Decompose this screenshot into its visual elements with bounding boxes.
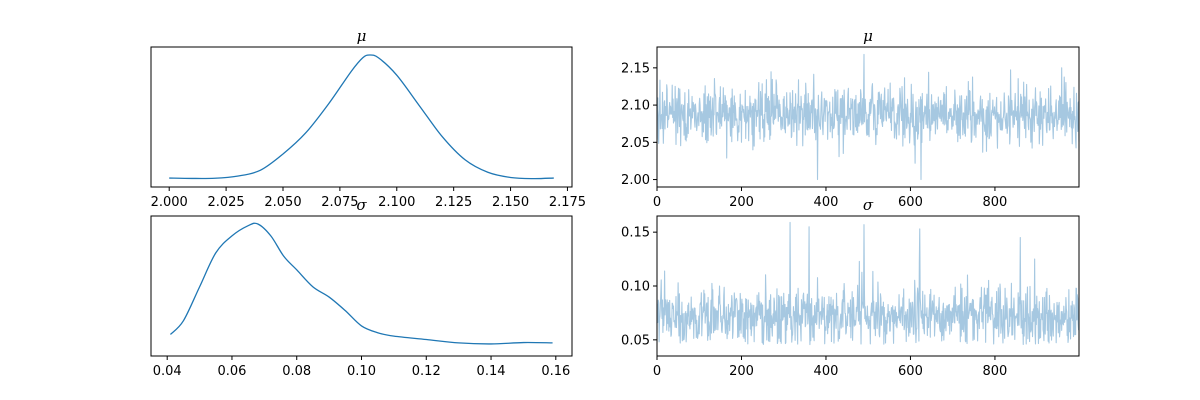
trace-line [656, 53, 1080, 181]
x-tick-label: 0.04 [153, 364, 182, 379]
x-tick-label: 400 [814, 195, 839, 210]
panel-title: σ [863, 196, 874, 214]
panel-title: μ [357, 27, 367, 45]
x-tick-label: 600 [898, 195, 923, 210]
x-tick-label: 0 [653, 364, 661, 379]
x-tick-label: 200 [729, 364, 754, 379]
mu-trace-panel: μ 0 200 400 600 800 2.00 2.05 2.10 2.15 [621, 27, 1080, 210]
x-tick-label: 2.150 [492, 195, 529, 210]
sigma-posterior-density-panel: σ 0.04 0.06 0.08 0.10 0.12 0.14 0.16 [150, 196, 573, 379]
x-tick-label: 2.125 [435, 195, 472, 210]
x-tick-label: 200 [729, 195, 754, 210]
axes-frame [656, 215, 1080, 357]
x-tick-label: 0.16 [541, 364, 570, 379]
x-tick-label: 0.08 [282, 364, 311, 379]
x-tick-label: 0.12 [412, 364, 441, 379]
panel-title: μ [863, 27, 873, 45]
density-curve [169, 54, 554, 180]
axes-frame [150, 215, 573, 357]
sigma-trace-panel: σ 0 200 400 600 800 0.05 0.10 0.15 [621, 196, 1080, 379]
y-tick-label: 0.15 [621, 226, 650, 241]
y-tick-label: 2.05 [621, 136, 650, 151]
x-tick-label: 2.025 [207, 195, 244, 210]
x-tick-label: 600 [898, 364, 923, 379]
x-tick-label: 0 [653, 195, 661, 210]
panel-title: σ [356, 196, 367, 214]
x-tick-label: 0.06 [217, 364, 246, 379]
x-tick-label: 2.175 [549, 195, 586, 210]
density-curve [169, 222, 553, 345]
x-tick-label: 2.050 [264, 195, 301, 210]
x-tick-label: 800 [983, 195, 1008, 210]
axes-frame [656, 46, 1080, 188]
x-tick-label: 2.000 [151, 195, 188, 210]
axes-frame [150, 46, 573, 188]
x-tick-label: 2.100 [378, 195, 415, 210]
x-tick-label: 0.14 [477, 364, 506, 379]
trace-line [656, 221, 1080, 346]
y-tick-label: 2.15 [621, 61, 650, 76]
y-tick-label: 0.10 [621, 280, 650, 295]
x-tick-label: 0.10 [347, 364, 376, 379]
x-tick-label: 800 [983, 364, 1008, 379]
y-tick-label: 0.05 [621, 333, 650, 348]
y-tick-label: 2.10 [621, 99, 650, 114]
x-tick-label: 400 [814, 364, 839, 379]
y-tick-label: 2.00 [621, 173, 650, 188]
x-tick-label: 2.075 [321, 195, 358, 210]
mu-posterior-density-panel: μ 2.000 2.025 2.050 2.075 2.100 2.125 2.150 2.17… [150, 27, 586, 210]
